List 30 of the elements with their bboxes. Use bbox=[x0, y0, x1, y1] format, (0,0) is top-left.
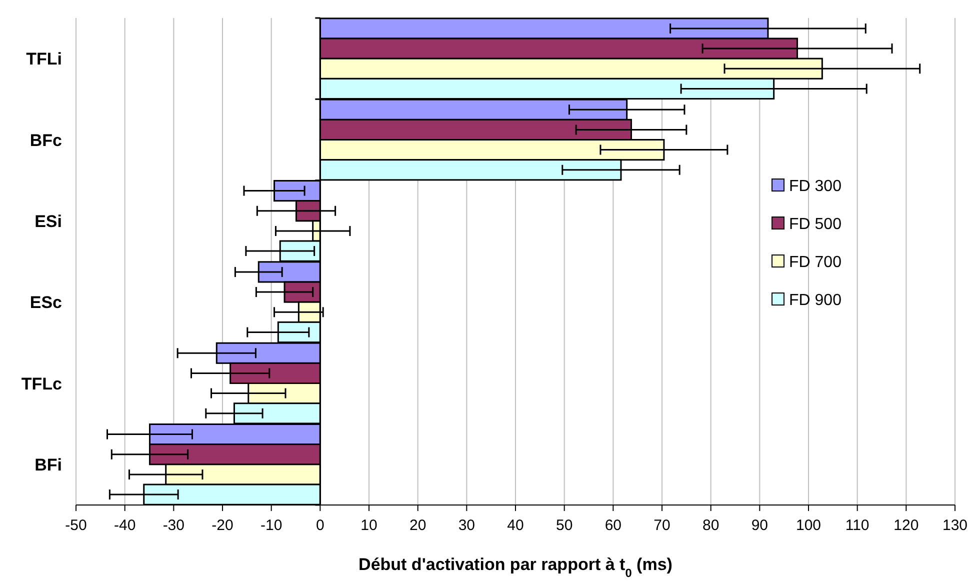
x-tick-label: 40 bbox=[507, 517, 524, 534]
legend-label: FD 300 bbox=[789, 178, 842, 195]
x-tick-label: 10 bbox=[360, 517, 378, 534]
x-tick-label: -10 bbox=[260, 517, 282, 534]
legend-label: FD 900 bbox=[789, 292, 842, 309]
y-tick-label: BFc bbox=[30, 130, 62, 150]
y-tick-label: BFi bbox=[34, 455, 62, 474]
x-tick-label: 70 bbox=[654, 517, 670, 534]
x-tick-label: -30 bbox=[162, 517, 185, 534]
x-tick-label: 0 bbox=[316, 517, 324, 534]
x-tick-label: 110 bbox=[845, 517, 870, 534]
x-tick-label: 120 bbox=[894, 517, 919, 534]
x-tick-label: 90 bbox=[751, 517, 768, 534]
x-tick-label: 20 bbox=[409, 517, 426, 534]
y-tick-label: TFLi bbox=[26, 50, 62, 69]
y-tick-label: ESc bbox=[30, 293, 62, 312]
x-tick-label: 60 bbox=[604, 517, 622, 534]
x-tick-label: 50 bbox=[556, 517, 573, 534]
x-tick-label: -50 bbox=[65, 517, 87, 534]
x-tick-label: 100 bbox=[796, 517, 822, 534]
x-axis-title: Début d'activation par rapport à t$_{0}$ (ms) bbox=[358, 555, 672, 580]
x-tick-label: -20 bbox=[212, 517, 234, 534]
x-tick-label: 30 bbox=[458, 517, 476, 534]
legend-label: FD 500 bbox=[789, 216, 842, 233]
x-tick-label: 80 bbox=[702, 517, 720, 534]
x-tick-label: 130 bbox=[942, 517, 968, 534]
y-tick-label: TFLc bbox=[21, 374, 62, 394]
y-tick-label: ESi bbox=[34, 212, 62, 231]
x-tick-label: -40 bbox=[114, 517, 136, 534]
legend-label: FD 700 bbox=[789, 254, 842, 271]
